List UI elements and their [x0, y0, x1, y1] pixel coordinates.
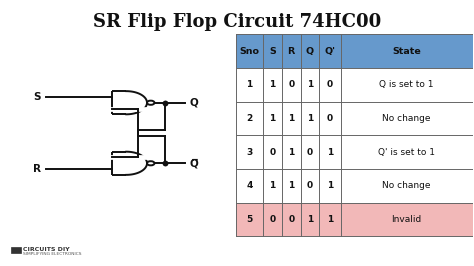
- Text: Q': Q': [325, 47, 336, 56]
- Text: 1: 1: [327, 181, 333, 190]
- Text: 0: 0: [327, 80, 333, 89]
- Bar: [236, 169, 473, 203]
- Text: 0: 0: [307, 148, 313, 157]
- Text: 1: 1: [307, 114, 313, 123]
- Text: 1: 1: [307, 215, 313, 224]
- Text: 1: 1: [327, 215, 333, 224]
- Text: No change: No change: [383, 181, 431, 190]
- Text: Q: Q: [190, 98, 199, 108]
- Bar: [236, 203, 473, 236]
- Text: 1: 1: [288, 181, 294, 190]
- Text: 1: 1: [288, 148, 294, 157]
- Bar: [11, 247, 21, 253]
- Circle shape: [147, 101, 155, 105]
- Bar: [236, 135, 473, 169]
- Text: R: R: [33, 164, 40, 174]
- Text: 0: 0: [327, 114, 333, 123]
- Text: SIMPLIFYING ELECTRONICS: SIMPLIFYING ELECTRONICS: [23, 252, 82, 256]
- Text: 2: 2: [246, 114, 252, 123]
- Text: Q̅: Q̅: [190, 158, 199, 168]
- Text: Q: Q: [306, 47, 314, 56]
- Text: 1: 1: [269, 114, 275, 123]
- Text: CIRCUITS DIY: CIRCUITS DIY: [23, 247, 70, 252]
- Text: 0: 0: [269, 215, 275, 224]
- Text: No change: No change: [383, 114, 431, 123]
- Text: 3: 3: [246, 148, 252, 157]
- Bar: [236, 34, 473, 68]
- Text: 1: 1: [288, 114, 294, 123]
- Text: 0: 0: [307, 181, 313, 190]
- Text: Invalid: Invalid: [392, 215, 422, 224]
- Text: 5: 5: [246, 215, 252, 224]
- Text: S: S: [269, 47, 276, 56]
- Text: 1: 1: [269, 80, 275, 89]
- Bar: [236, 102, 473, 135]
- Text: 4: 4: [246, 181, 253, 190]
- Text: State: State: [392, 47, 421, 56]
- Text: S: S: [33, 92, 40, 102]
- Text: Q is set to 1: Q is set to 1: [379, 80, 434, 89]
- Text: 1: 1: [307, 80, 313, 89]
- Text: 0: 0: [288, 80, 294, 89]
- Text: 0: 0: [288, 215, 294, 224]
- Text: SR Flip Flop Circuit 74HC00: SR Flip Flop Circuit 74HC00: [93, 14, 381, 31]
- Bar: [236, 68, 473, 102]
- Text: Q' is set to 1: Q' is set to 1: [378, 148, 435, 157]
- Circle shape: [147, 161, 155, 165]
- Text: R: R: [288, 47, 295, 56]
- Text: 1: 1: [269, 181, 275, 190]
- Text: 0: 0: [269, 148, 275, 157]
- Text: 1: 1: [246, 80, 252, 89]
- Text: 1: 1: [327, 148, 333, 157]
- Text: Sno: Sno: [239, 47, 259, 56]
